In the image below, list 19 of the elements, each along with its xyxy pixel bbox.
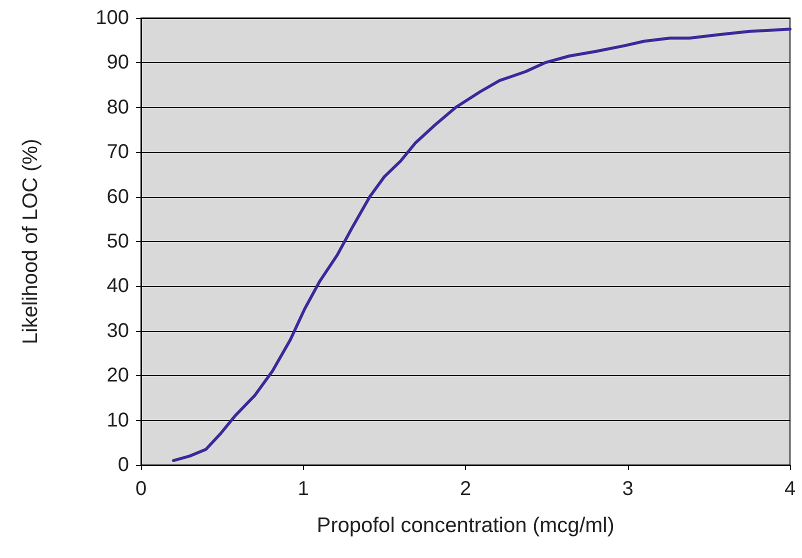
line-series [172,28,792,462]
x-tick-label: 1 [298,478,309,500]
x-tick-label: 2 [460,478,472,500]
y-tick-label: 30 [106,320,129,342]
x-tick-label: 3 [622,478,634,500]
y-tick-label: 100 [96,7,129,29]
x-tick-label: 0 [135,478,147,500]
y-tick-label: 60 [106,186,129,208]
y-tick-label: 10 [106,409,129,432]
x-axis-title: Propofol concentration (mcg/ml) [316,514,614,537]
y-tick-label: 0 [118,454,129,476]
y-tick-label: 50 [106,230,129,252]
x-tick-label: 4 [784,478,796,500]
y-tick-label: 70 [106,141,129,164]
y-tick-label: 20 [106,364,129,387]
y-tick-label: 90 [106,52,129,74]
y-tick-label: 80 [106,96,129,118]
y-axis-title: Likelihood of LOC (%) [19,138,42,344]
y-tick-label: 40 [106,275,129,298]
